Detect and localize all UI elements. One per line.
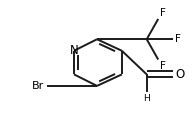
Text: O: O: [175, 68, 185, 81]
Text: F: F: [175, 34, 181, 44]
Text: F: F: [160, 8, 166, 18]
Text: Br: Br: [32, 81, 44, 91]
Text: N: N: [70, 44, 78, 57]
Text: F: F: [160, 61, 166, 71]
Text: H: H: [143, 94, 150, 103]
